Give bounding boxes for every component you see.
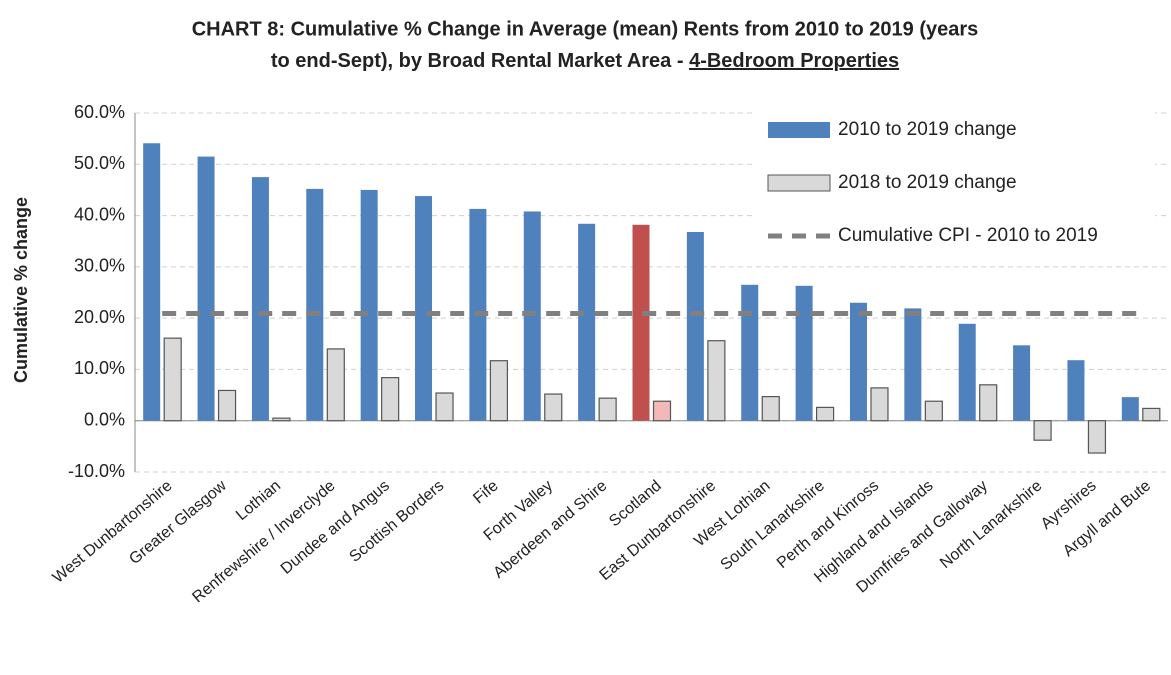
x-tick-label: Lothian — [233, 477, 284, 524]
bar — [381, 377, 400, 422]
x-tick-label: South Lanarkshire — [717, 477, 827, 574]
bar — [652, 400, 672, 422]
bar — [306, 188, 324, 421]
y-tick-label: 60.0% — [74, 102, 125, 122]
bar — [1013, 345, 1031, 421]
y-tick-label: 0.0% — [84, 409, 125, 429]
bar — [686, 231, 704, 421]
y-tick-label: 20.0% — [74, 307, 125, 327]
x-tick-label: Fife — [470, 477, 501, 507]
x-tick-label: Greater Glasgow — [126, 477, 230, 568]
bar — [598, 397, 617, 422]
x-tick-label: North Lanarkshire — [937, 477, 1045, 572]
y-tick-label: -10.0% — [68, 461, 125, 481]
y-tick-label: 10.0% — [74, 358, 125, 378]
bar — [1121, 397, 1139, 421]
x-tick-label: Scottish Borders — [346, 477, 447, 565]
bar — [924, 400, 943, 422]
bar — [1067, 360, 1085, 421]
legend-swatch — [767, 174, 831, 192]
bar — [1087, 420, 1107, 454]
bar — [870, 387, 889, 422]
bar — [435, 392, 454, 422]
bar — [958, 323, 976, 421]
bar — [326, 348, 345, 422]
y-tick-label: 30.0% — [74, 256, 125, 276]
bar — [849, 302, 867, 421]
bar — [360, 189, 378, 421]
y-axis-title: Cumulative % change — [11, 197, 31, 383]
bar — [578, 223, 596, 421]
legend-label: 2010 to 2019 change — [838, 119, 1017, 140]
legend-label: Cumulative CPI - 2010 to 2019 — [838, 225, 1098, 246]
chart-title: to end-Sept), by Broad Rental Market Are… — [271, 50, 899, 72]
bar — [143, 143, 161, 421]
bar — [272, 417, 291, 422]
bar — [523, 211, 541, 421]
bar — [707, 340, 726, 422]
chart-title: CHART 8: Cumulative % Change in Average … — [192, 18, 979, 40]
bar — [632, 224, 650, 421]
bar — [197, 156, 215, 421]
y-tick-label: 50.0% — [74, 153, 125, 173]
bar — [489, 360, 508, 422]
bar — [217, 389, 237, 422]
bar — [795, 285, 813, 421]
legend-label: 2018 to 2019 change — [838, 172, 1017, 193]
bar — [904, 308, 922, 421]
bar — [251, 177, 269, 421]
x-tick-label: Perth and Kinross — [774, 477, 882, 572]
bar — [816, 406, 835, 422]
bar — [1142, 407, 1161, 422]
legend-swatch — [768, 122, 830, 138]
bar — [979, 384, 998, 422]
y-tick-label: 40.0% — [74, 204, 125, 224]
bar — [163, 337, 182, 422]
bar — [741, 284, 759, 421]
chart-title-part: to end-Sept), by Broad Rental Market Are… — [271, 50, 689, 72]
bar — [761, 396, 780, 422]
bar — [1033, 420, 1052, 441]
chart-title-part: 4-Bedroom Properties — [689, 50, 899, 72]
bar — [544, 393, 563, 422]
bar — [415, 196, 433, 421]
